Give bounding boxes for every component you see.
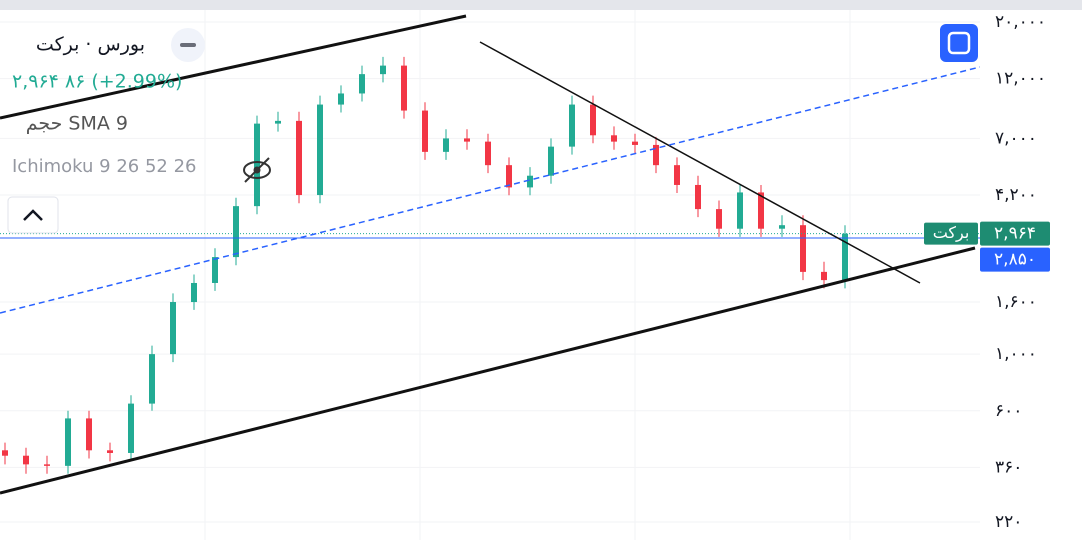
candle-body (590, 104, 596, 136)
candle-body (842, 233, 848, 281)
candle-body (569, 104, 575, 147)
y-tick-label: ۶۰۰ (995, 401, 1022, 421)
symbol-tag-label: برکت (933, 223, 970, 243)
candle-body (443, 138, 449, 152)
candles (2, 56, 848, 474)
candle-body (170, 302, 176, 355)
candle-body (716, 209, 722, 229)
candle-body (359, 74, 365, 94)
trend-line (479, 41, 921, 284)
reference-price-box (980, 247, 1050, 272)
top-bar (0, 0, 1082, 10)
y-tick-label: ۷,۰۰۰ (995, 128, 1037, 148)
last-price-box (980, 221, 1050, 246)
candle-body (317, 104, 323, 196)
candle-body (338, 93, 344, 105)
minus-icon (180, 43, 196, 47)
candle-body (506, 165, 512, 188)
dashed-trend-line (0, 66, 981, 314)
candle-body (821, 271, 827, 281)
candle-body (65, 418, 71, 466)
candle-body (380, 65, 386, 75)
collapse-legend-button[interactable] (7, 196, 59, 234)
candle-body (611, 135, 617, 142)
candle-body (674, 165, 680, 185)
axis-background (980, 10, 1082, 540)
candle-body (86, 418, 92, 451)
candle-body (632, 141, 638, 145)
candle-body (107, 450, 113, 453)
fullscreen-icon (947, 31, 971, 55)
trend-line (0, 246, 976, 495)
candle-body (44, 464, 50, 466)
candle-body (527, 175, 533, 188)
candle-body (128, 403, 134, 453)
y-tick-label: ۲۰,۰۰۰ (995, 12, 1046, 32)
candle-body (548, 146, 554, 176)
candle-body (2, 450, 8, 456)
y-tick-label: ۳۶۰ (995, 457, 1022, 477)
candle-body (233, 206, 239, 258)
candle-body (422, 110, 428, 152)
candle-body (254, 123, 260, 207)
candle-body (779, 225, 785, 229)
candle-body (191, 282, 197, 303)
grid (0, 21, 980, 523)
ichimoku-indicator: Ichimoku 9 26 52 26 (12, 156, 197, 177)
candle-body (23, 455, 29, 465)
y-tick-label: ۱,۰۰۰ (995, 344, 1037, 364)
candle-body (296, 120, 302, 196)
reference-price-label: ۲,۸۵۰ (994, 250, 1036, 270)
candle-body (758, 192, 764, 229)
candle-body (275, 120, 281, 124)
quote: ۲,۹۶۴ ۸۶ (+2.99%) (12, 71, 182, 93)
candle-body (800, 225, 806, 272)
candle-body (653, 144, 659, 166)
last-price-label: ۲,۹۶۴ (994, 224, 1036, 244)
price-lines (0, 233, 980, 239)
candle-body (149, 354, 155, 404)
fullscreen-button[interactable] (940, 24, 978, 62)
candle-body (401, 65, 407, 111)
hide-icon[interactable] (243, 157, 271, 183)
y-tick-label: ۱,۶۰۰ (995, 292, 1037, 312)
candle-body (737, 192, 743, 229)
candle-body (485, 141, 491, 166)
chevron-icon (23, 209, 43, 221)
y-axis: ۲۰,۰۰۰ ۱۲,۰۰۰ ۷,۰۰۰ ۴,۲۰۰ ۱,۶۰۰ ۱,۰۰۰ ۶۰۰ ۳۶۰ ۲۲… (980, 10, 1082, 540)
y-tick-label: ۴,۲۰۰ (995, 185, 1037, 205)
candle-body (695, 184, 701, 210)
y-tick-label: ۲۲۰ (995, 512, 1022, 532)
symbol-tag (924, 222, 978, 245)
trend-line (0, 14, 467, 120)
candle-body (464, 138, 470, 142)
candle-body (212, 257, 218, 283)
symbol: بورس · برکت (36, 34, 145, 56)
y-tick-label: ۱۲,۰۰۰ (995, 69, 1046, 89)
volume-indicator: حجم SMA 9 (26, 113, 128, 135)
